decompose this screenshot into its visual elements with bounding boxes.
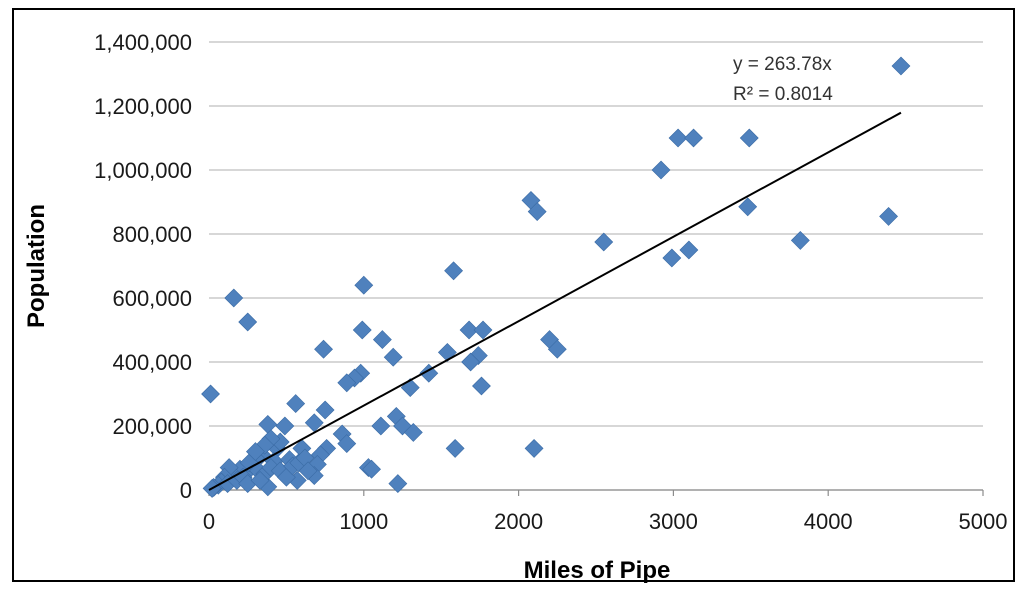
data-point [275,416,295,436]
x-tick-label: 5000 [959,509,1008,534]
data-point [739,128,759,148]
data-point [258,414,278,434]
data-point [461,352,481,372]
data-point [352,320,372,340]
trendline [208,111,902,491]
data-point [238,312,258,332]
y-tick-label: 1,400,000 [94,30,192,55]
y-tick-label: 400,000 [112,350,192,375]
data-point [372,330,392,350]
data-point [383,347,403,367]
equation-label: y = 263.78x [733,54,832,75]
data-point [790,230,810,250]
data-point [337,434,357,454]
data-point [524,438,544,458]
data-point [445,438,465,458]
data-point [738,197,758,217]
data-point [662,248,682,268]
y-axis-title: Population [23,204,50,328]
x-tick-label: 2000 [494,509,543,534]
y-tick-label: 200,000 [112,414,192,439]
data-point [651,160,671,180]
data-point [201,384,220,404]
data-point [684,128,703,148]
data-point [286,394,306,414]
data-point [371,416,391,436]
y-tick-label: 800,000 [112,222,192,247]
data-point [891,56,911,76]
data-point [298,461,318,481]
y-tick-label: 1,000,000 [94,158,192,183]
data-point [314,339,333,359]
data-point [337,373,357,393]
y-axis-ticks: 0 200,000 400,000 600,000 800,000 1,000,000 1,… [94,30,192,503]
data-point [668,128,688,148]
data-point [459,320,479,340]
y-tick-label: 600,000 [112,286,192,311]
x-tick-label: 4000 [804,509,853,534]
data-point [594,232,614,252]
r-squared-label: R² = 0.8014 [733,84,833,105]
y-tick-label: 1,200,000 [94,94,192,119]
data-point [362,459,381,479]
x-tick-label: 3000 [649,509,698,534]
data-point [679,240,699,260]
data-point [444,261,464,281]
data-point [224,288,244,308]
data-points [201,56,911,498]
data-point [473,320,493,340]
data-point [403,422,423,442]
x-tick-label: 1000 [339,509,388,534]
x-axis-ticks: 0 1000 2000 3000 4000 5000 [203,489,1008,534]
data-point [437,342,457,362]
gridlines [209,41,983,491]
data-point [354,275,374,295]
y-tick-label: 0 [180,478,192,503]
data-point [879,206,898,226]
data-point [250,470,270,490]
data-point [527,202,547,222]
data-point [472,376,491,396]
data-point [547,339,567,359]
x-axis-title: Miles of Pipe [524,557,671,584]
data-point [246,442,265,462]
x-tick-label: 0 [203,509,215,534]
data-point [315,400,335,420]
data-point [388,474,408,494]
chart-frame [12,8,1015,582]
